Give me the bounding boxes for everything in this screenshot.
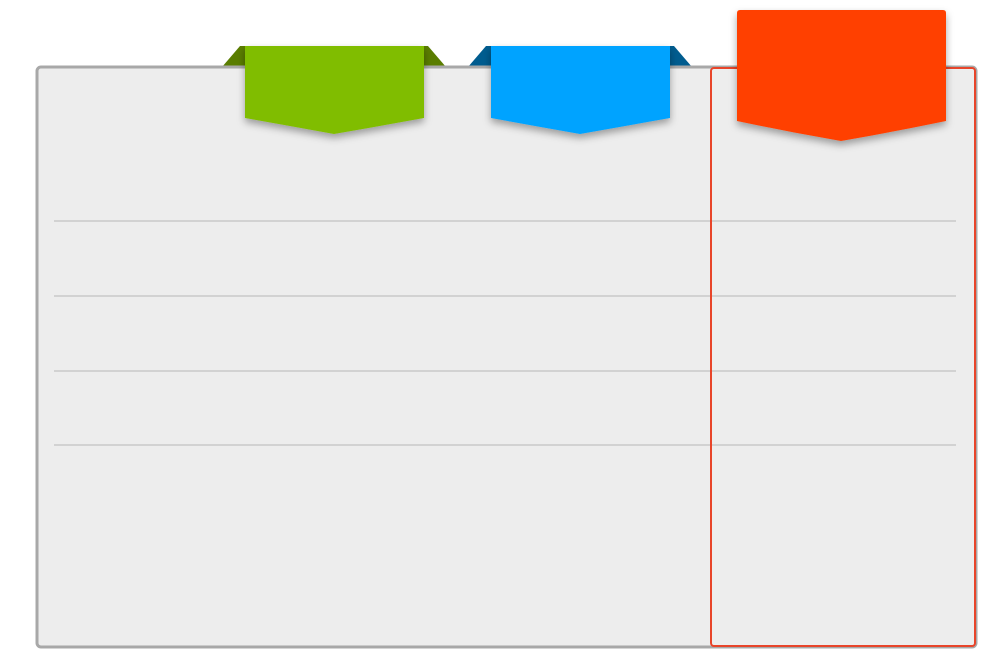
table-panel — [35, 65, 978, 649]
tab-blue[interactable] — [491, 46, 670, 134]
tab-orange[interactable] — [737, 10, 946, 141]
blue-tab-ribbon — [491, 46, 670, 134]
tab-green[interactable] — [245, 46, 424, 134]
green-tab-ribbon — [245, 46, 424, 134]
orange-tab-ribbon — [737, 10, 946, 141]
row-dividers — [54, 220, 956, 446]
